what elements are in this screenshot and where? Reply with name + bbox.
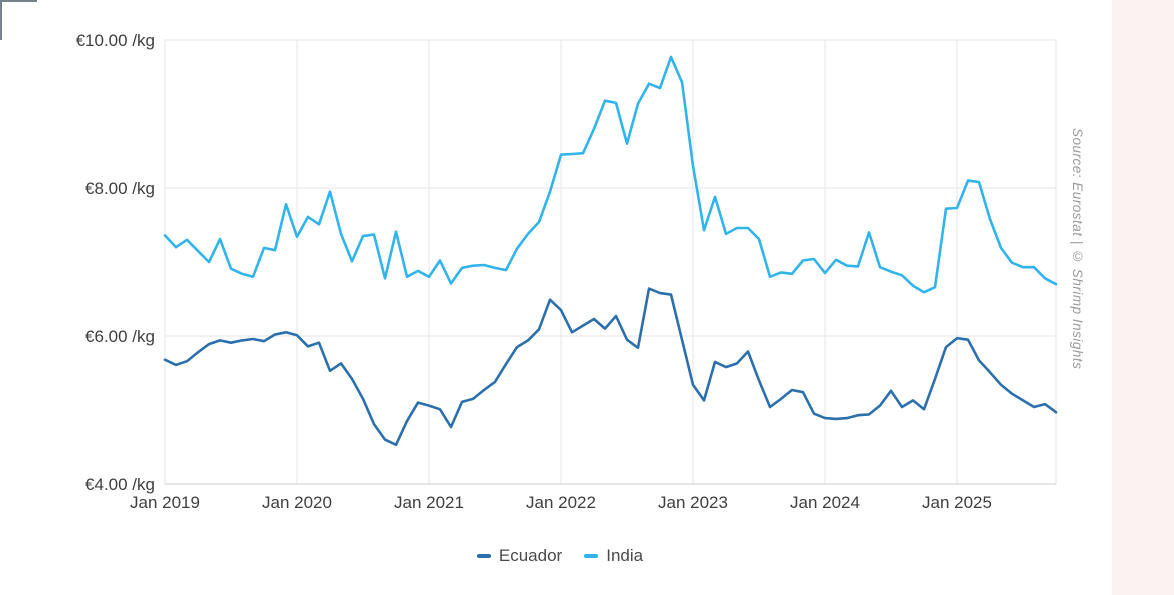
legend-item-india[interactable]: India <box>584 546 643 566</box>
chart-legend: Ecuador India <box>0 542 1120 570</box>
screenshot-corner-edge-vertical <box>0 0 2 40</box>
series-line-india <box>163 55 1058 294</box>
series-line-ecuador <box>163 287 1058 447</box>
y-axis-tick-label: €6.00 /kg <box>85 327 155 346</box>
legend-label: India <box>606 546 644 565</box>
page-background-strip <box>1112 0 1174 595</box>
x-axis-tick-label: Jan 2021 <box>394 493 464 512</box>
y-axis-tick-label: €8.00 /kg <box>85 179 155 198</box>
x-axis-tick-label: Jan 2023 <box>658 493 728 512</box>
source-attribution: Source: Eurostat | © Shrimp Insights <box>1070 128 1085 370</box>
legend-item-ecuador[interactable]: Ecuador <box>476 546 563 566</box>
x-axis-tick-label: Jan 2019 <box>130 493 200 512</box>
x-axis-tick-label: Jan 2020 <box>262 493 332 512</box>
y-axis-tick-label: €10.00 /kg <box>76 31 155 50</box>
legend-dash-icon <box>476 554 491 558</box>
y-axis-tick-label: €4.00 /kg <box>85 475 155 494</box>
legend-label: Ecuador <box>498 546 563 565</box>
x-axis-tick-label: Jan 2025 <box>922 493 992 512</box>
x-axis-tick-label: Jan 2022 <box>526 493 596 512</box>
legend-dash-icon <box>584 554 599 558</box>
x-axis-tick-label: Jan 2024 <box>790 493 860 512</box>
screenshot-corner-edge-horizontal <box>0 0 37 2</box>
